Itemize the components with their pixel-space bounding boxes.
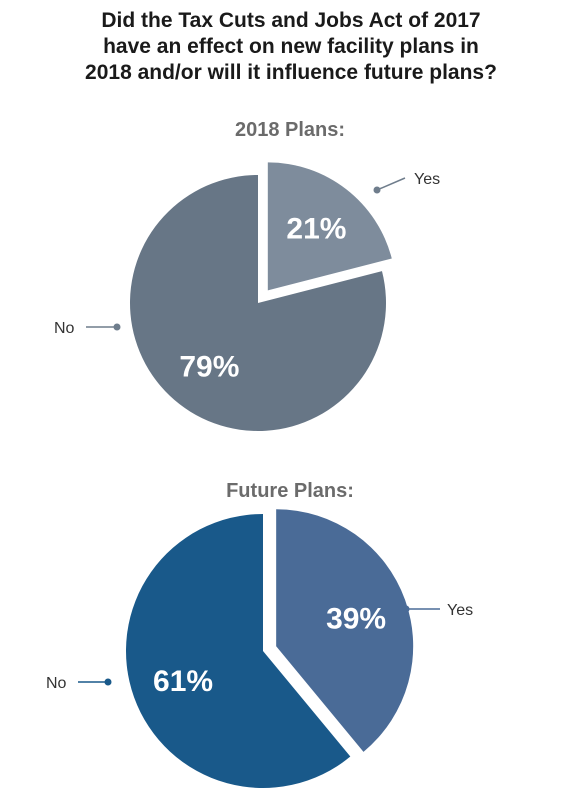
chart-title-future: Future Plans:	[226, 480, 354, 502]
slice-2018-no	[130, 175, 386, 431]
main-title-line-2: have an effect on new facility plans in	[103, 35, 479, 58]
leader-dot-2018-yes	[373, 186, 381, 194]
leader-dot-future-no	[104, 678, 112, 686]
slice-2018-yes	[267, 162, 392, 291]
leader-line-2018-yes	[376, 177, 406, 191]
data-label-2018-no: 79%	[179, 351, 239, 384]
slice-future-no	[125, 514, 351, 788]
data-label-future-no: 61%	[153, 665, 213, 698]
legend-label-future-no: No	[46, 675, 67, 692]
data-label-future-yes: 39%	[326, 602, 386, 635]
pie-chart-future: Future Plans: 39% 61% Yes No	[46, 480, 473, 788]
chart-title-2018: 2018 Plans:	[235, 119, 345, 141]
main-title-line-3: 2018 and/or will it influence future pla…	[85, 61, 497, 84]
pie-chart-2018: 2018 Plans: 21% 79% Yes No	[54, 119, 440, 431]
legend-label-future-yes: Yes	[447, 602, 473, 619]
legend-label-2018-no: No	[54, 320, 75, 337]
leader-dot-2018-no	[113, 323, 121, 331]
slice-future-yes	[276, 509, 414, 752]
main-title-line-1: Did the Tax Cuts and Jobs Act of 2017	[101, 9, 481, 32]
leader-dot-future-yes	[402, 605, 410, 613]
main-title: Did the Tax Cuts and Jobs Act of 2017 ha…	[0, 8, 582, 86]
legend-label-2018-yes: Yes	[414, 171, 440, 188]
data-label-2018-yes: 21%	[286, 213, 346, 246]
